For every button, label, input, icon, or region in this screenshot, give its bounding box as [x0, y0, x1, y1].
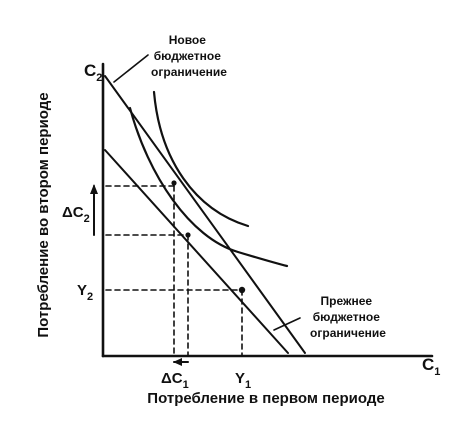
tangency-point-new: [171, 180, 177, 186]
indifference-curve-upper: [152, 90, 250, 228]
new-budget-label: Новое бюджетное ограничение: [151, 33, 227, 79]
new-budget-pointer: [113, 54, 149, 83]
old-budget-line: [104, 149, 289, 354]
delta-c2-arrowhead: [90, 184, 98, 194]
y-axis-title: Потребление во втором периоде: [35, 92, 52, 337]
delta-c1-label: ΔC1: [161, 370, 189, 391]
delta-c1-arrowhead: [173, 358, 182, 366]
y1-label: Y1: [235, 370, 251, 391]
y2-label: Y2: [77, 282, 93, 303]
y-axis-end-label: C2: [84, 61, 102, 84]
indifference-curve-middle: [128, 106, 289, 268]
x-axis-title: Потребление в первом периоде: [147, 390, 384, 407]
old-budget-label: Прежнее бюджетное ограничение: [310, 294, 386, 340]
x-axis-end-label: C1: [422, 355, 440, 378]
old-budget-pointer: [273, 317, 301, 331]
new-budget-line: [104, 75, 306, 354]
delta-c2-label: ΔC2: [62, 204, 90, 225]
